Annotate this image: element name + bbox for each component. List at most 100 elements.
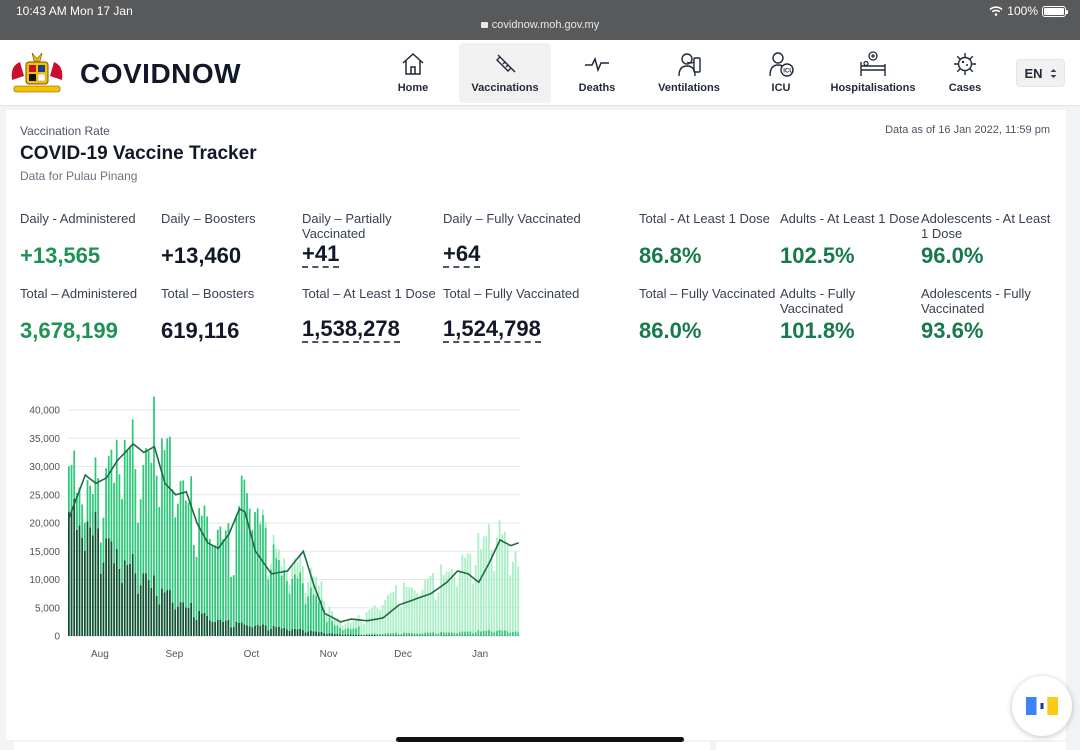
bar-booster <box>514 551 517 632</box>
stat-total-fully-count[interactable]: Total – Fully Vaccinated 1,524,798 <box>443 286 583 343</box>
brand-name[interactable]: COVIDNOW <box>80 58 242 89</box>
bar-booster <box>336 618 339 626</box>
bar-first-dose <box>155 596 158 636</box>
stat-value[interactable]: +64 <box>443 241 481 268</box>
daily-doses-chart[interactable]: 40,000 35,000 30,000 25,000 20,000 15,000 10,0… <box>6 395 546 675</box>
logo[interactable] <box>6 50 68 96</box>
bar-booster <box>461 554 464 632</box>
stat-label: Total – Administered <box>20 286 138 301</box>
bar-first-dose <box>179 602 182 636</box>
address-bar[interactable]: covidnow.moh.gov.my <box>0 19 1080 31</box>
state-flag-button[interactable] <box>1012 676 1072 736</box>
y-tick-label: 10,000 <box>29 575 60 586</box>
moving-average-line <box>68 442 519 623</box>
bar-second-dose <box>315 595 318 632</box>
bar-second-dose <box>466 631 469 636</box>
bar-first-dose <box>184 607 187 636</box>
bar-booster <box>363 623 365 635</box>
nav-ventilations[interactable]: Ventilations <box>643 43 735 103</box>
bar-second-dose <box>392 633 395 636</box>
bar-second-dose <box>450 632 453 636</box>
bar-second-dose <box>113 482 115 564</box>
bar-second-dose <box>171 489 174 603</box>
bar-second-dose <box>214 545 216 623</box>
bar-second-dose <box>312 594 315 632</box>
bar-second-dose <box>434 633 437 636</box>
bar-first-dose <box>187 608 190 636</box>
bar-booster <box>352 620 355 629</box>
home-indicator[interactable] <box>396 737 684 742</box>
nav-hospitalisations[interactable]: Hospitalisations <box>827 43 919 103</box>
bar-first-dose <box>309 630 312 636</box>
bar-first-dose <box>118 568 121 636</box>
bar-second-dose <box>512 632 514 636</box>
ventilator-icon <box>678 53 701 77</box>
bar-second-dose <box>304 604 307 633</box>
bar-second-dose <box>405 632 408 636</box>
bar-second-dose <box>432 632 435 636</box>
bar-second-dose <box>139 499 142 586</box>
bar-booster <box>317 585 320 603</box>
x-tick-label: Dec <box>394 649 412 660</box>
bar-second-dose <box>461 631 464 636</box>
bar-first-dose <box>264 625 267 636</box>
bar-first-dose <box>280 628 283 636</box>
stat-value[interactable]: 1,538,278 <box>302 316 400 343</box>
stat-daily-fully[interactable]: Daily – Fully Vaccinated +64 <box>443 211 583 268</box>
x-tick-label: Sep <box>165 649 183 660</box>
nav-home[interactable]: Home <box>367 43 459 103</box>
bar-first-dose <box>376 635 379 636</box>
stat-value: 3,678,199 <box>20 318 118 343</box>
bar-first-dose <box>251 627 254 636</box>
bar-first-dose <box>288 630 291 636</box>
bar-second-dose <box>301 583 304 631</box>
bar-first-dose <box>171 602 174 636</box>
bar-booster <box>275 548 278 559</box>
bar-booster <box>480 549 482 632</box>
bar-first-dose <box>371 634 373 636</box>
bar-booster <box>331 611 333 621</box>
stat-label: Total – Fully Vaccinated <box>639 286 776 301</box>
nav-vaccinations[interactable]: Vaccinations <box>459 43 551 103</box>
stat-total-at-least-1-count[interactable]: Total – At Least 1 Dose 1,538,278 <box>302 286 442 343</box>
bar-booster <box>299 553 302 573</box>
bar-first-dose <box>73 498 76 636</box>
bar-second-dose <box>89 485 92 528</box>
bar-second-dose <box>275 558 278 628</box>
stat-daily-partially[interactable]: Daily – Partially Vaccinated +41 <box>302 211 442 268</box>
stat-adults-at-least-1: Adults - At Least 1 Dose 102.5% <box>780 211 920 269</box>
bar-first-dose <box>68 511 70 636</box>
bar-booster <box>426 578 429 633</box>
stat-value[interactable]: +41 <box>302 241 340 268</box>
nav-deaths[interactable]: Deaths <box>551 43 643 103</box>
chart-bars[interactable] <box>68 396 520 636</box>
bar-first-dose <box>123 560 126 636</box>
language-select[interactable]: EN <box>1016 59 1065 87</box>
bar-booster <box>482 536 485 631</box>
bar-first-dose <box>142 573 145 636</box>
bar-first-dose <box>424 635 427 636</box>
bar-first-dose <box>227 619 230 636</box>
updown-chevron-icon <box>1050 68 1057 78</box>
bar-booster <box>339 621 341 628</box>
bar-second-dose <box>355 628 357 635</box>
section-eyebrow: Vaccination Rate <box>20 124 110 138</box>
y-tick-label: 20,000 <box>29 519 60 530</box>
nav-label: Vaccinations <box>471 82 539 94</box>
bar-booster <box>506 545 509 632</box>
bar-booster <box>286 570 288 581</box>
bar-second-dose <box>235 517 238 622</box>
bar-second-dose <box>240 475 243 623</box>
bar-booster <box>501 534 504 631</box>
bar-second-dose <box>488 630 490 636</box>
nav-icu[interactable]: ICU ICU <box>735 43 827 103</box>
bar-second-dose <box>493 632 496 636</box>
stat-value[interactable]: 1,524,798 <box>443 316 541 343</box>
bar-booster <box>496 537 498 631</box>
bar-first-dose <box>357 634 360 636</box>
nav-cases[interactable]: Cases <box>919 43 1011 103</box>
bar-second-dose <box>211 545 214 622</box>
bar-first-dose <box>195 619 198 636</box>
bar-first-dose <box>200 613 203 636</box>
bar-first-dose <box>259 625 262 636</box>
